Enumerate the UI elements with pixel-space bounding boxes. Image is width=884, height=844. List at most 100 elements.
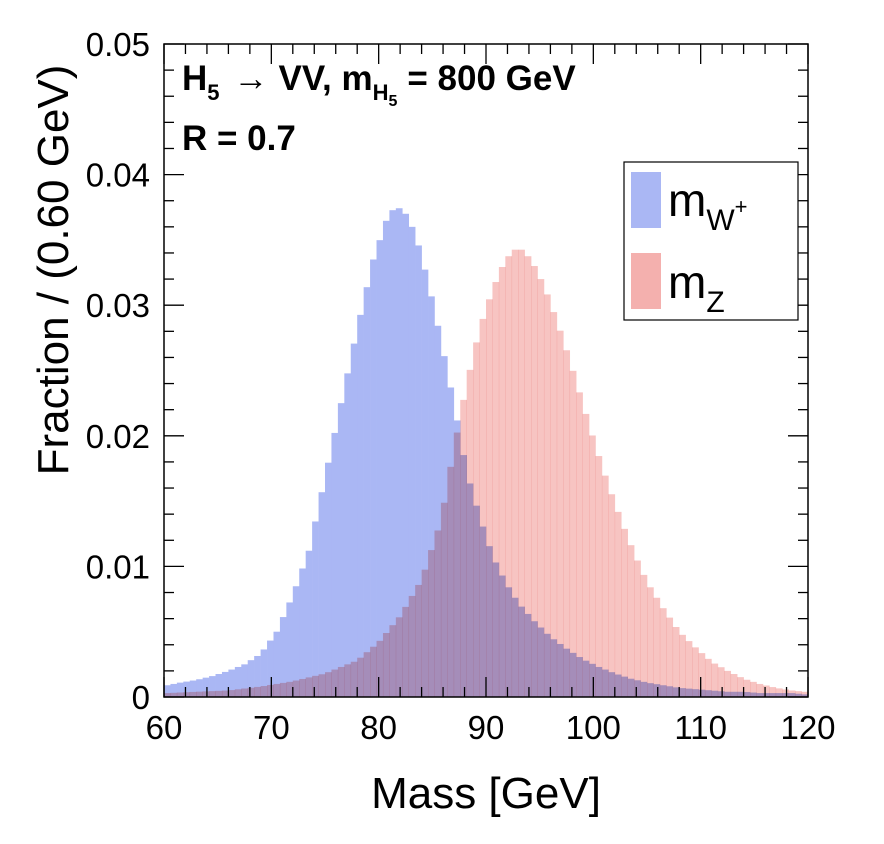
bar-w-23 [312, 521, 319, 697]
bar-w-34 [382, 220, 390, 697]
bar-w-38 [408, 226, 416, 697]
bar-z-59 [543, 294, 551, 697]
bar-z-75 [647, 587, 654, 697]
y-tick-label: 0.05 [86, 26, 150, 63]
bar-z-87 [724, 670, 732, 697]
bar-z-29 [350, 661, 358, 697]
bar-z-82 [692, 647, 699, 697]
bar-z-61 [556, 330, 564, 697]
bar-z-65 [582, 413, 590, 697]
bar-z-14 [254, 686, 261, 697]
bar-z-89 [737, 677, 744, 697]
legend-label-w: mW+ [668, 174, 748, 237]
bar-z-93 [762, 685, 770, 697]
bar-z-36 [395, 617, 403, 697]
bar-z-53 [505, 256, 513, 697]
bar-z-55 [518, 249, 525, 697]
y-tick-label: 0.02 [86, 418, 150, 455]
bar-z-86 [717, 667, 725, 697]
bar-z-1 [170, 692, 178, 697]
bar-w-26 [331, 432, 339, 697]
bar-z-21 [299, 678, 306, 697]
bar-w-12 [241, 664, 249, 697]
bar-z-38 [408, 595, 416, 697]
series-z-bars [164, 249, 809, 697]
bar-w-29 [350, 343, 358, 697]
bar-z-13 [247, 687, 255, 697]
bar-z-63 [569, 370, 577, 697]
bar-z-32 [370, 646, 377, 697]
bar-z-2 [176, 692, 184, 697]
bar-z-49 [479, 318, 487, 697]
bar-z-94 [769, 687, 777, 697]
bar-w-20 [292, 586, 300, 697]
bar-w-6 [202, 677, 210, 697]
bar-z-73 [634, 560, 641, 697]
legend-label-z: mZ [668, 256, 725, 319]
bar-z-6 [202, 691, 210, 697]
bar-z-62 [563, 350, 571, 697]
bar-z-41 [428, 550, 435, 697]
bar-w-21 [299, 568, 306, 697]
bar-z-48 [473, 342, 480, 697]
bar-z-60 [550, 312, 558, 697]
bar-z-72 [627, 545, 635, 697]
annotation: H5 → VV, mH5= 800 GeV R = 0.7 [182, 59, 576, 158]
bar-z-37 [402, 606, 410, 697]
bar-z-80 [679, 634, 686, 697]
bar-z-42 [434, 530, 442, 697]
bar-z-68 [601, 475, 609, 697]
bar-z-67 [595, 456, 603, 697]
bar-z-34 [382, 633, 390, 697]
bar-z-23 [312, 675, 319, 697]
bar-z-54 [511, 249, 519, 697]
bar-z-47 [466, 369, 474, 697]
bar-w-1 [170, 683, 178, 697]
y-tick-label: 0.03 [86, 287, 150, 324]
bar-w-2 [176, 682, 184, 697]
bar-z-99 [801, 691, 809, 697]
bar-w-9 [221, 671, 229, 697]
x-tick-label: 120 [780, 709, 835, 746]
bar-z-90 [743, 679, 751, 697]
bar-z-10 [228, 690, 236, 697]
x-tick-label: 60 [146, 709, 183, 746]
bar-z-69 [608, 494, 616, 697]
bar-z-46 [460, 399, 467, 697]
x-tick-label: 110 [674, 709, 727, 746]
bar-z-52 [498, 267, 506, 697]
bar-w-5 [196, 679, 203, 697]
bar-z-78 [666, 617, 674, 697]
bar-w-24 [318, 492, 326, 697]
bar-z-77 [659, 608, 667, 697]
bar-z-24 [318, 674, 326, 697]
annotation-line1: H5 → VV, mH5= 800 GeV [182, 59, 576, 110]
bar-w-16 [267, 640, 274, 697]
bar-z-11 [234, 689, 242, 697]
bar-w-10 [228, 669, 236, 697]
bar-z-71 [621, 528, 628, 697]
bar-z-74 [640, 574, 648, 697]
bar-z-28 [344, 664, 352, 697]
bar-z-45 [453, 432, 461, 697]
bar-w-40 [421, 269, 429, 697]
bar-z-98 [795, 691, 802, 697]
bar-z-20 [292, 680, 300, 697]
bar-w-32 [370, 259, 377, 697]
bar-w-33 [376, 240, 384, 697]
bar-z-9 [221, 690, 229, 697]
bar-w-19 [286, 602, 294, 697]
bar-z-51 [492, 282, 500, 697]
x-tick-label: 70 [253, 709, 290, 746]
bar-z-4 [189, 691, 197, 697]
bar-z-12 [241, 688, 249, 697]
bar-z-16 [267, 684, 274, 697]
bar-w-39 [415, 245, 422, 697]
y-axis-title: Fraction / (0.60 GeV) [29, 65, 78, 476]
bar-z-66 [589, 435, 596, 697]
bar-z-76 [653, 597, 661, 697]
x-axis-title: Mass [GeV] [371, 769, 601, 818]
bar-z-58 [537, 279, 545, 697]
bar-z-64 [576, 392, 583, 697]
